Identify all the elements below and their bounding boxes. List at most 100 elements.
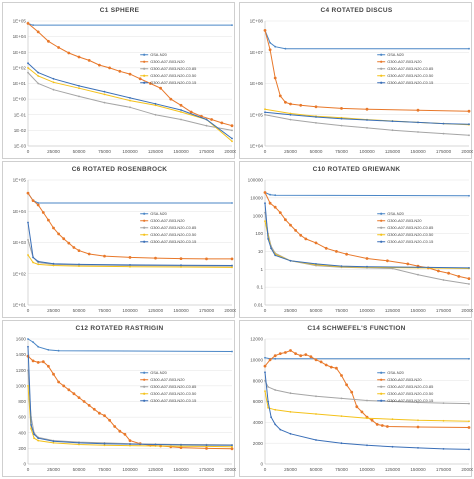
data-point	[129, 97, 131, 99]
y-tick-label: 1E-03	[14, 144, 27, 149]
legend-entry: GSA-N20	[150, 52, 167, 57]
data-point	[304, 237, 308, 241]
data-point	[340, 374, 343, 377]
data-point	[468, 47, 470, 50]
data-point	[279, 428, 282, 431]
data-point	[264, 356, 266, 359]
y-tick-label: 10	[258, 249, 264, 254]
series-line	[27, 346, 233, 446]
x-tick-label: 75000	[98, 308, 111, 313]
x-tick-label: 0	[264, 467, 267, 472]
data-point	[27, 67, 29, 69]
data-point	[340, 397, 343, 400]
y-tick-label: 10000	[250, 195, 263, 200]
data-point	[417, 266, 419, 269]
x-tick-label: 25000	[284, 149, 297, 154]
series-line	[27, 192, 232, 204]
data-point	[32, 341, 34, 343]
data-point	[294, 352, 297, 355]
legend-marker	[143, 212, 146, 215]
legend-marker	[380, 385, 383, 388]
x-tick-label: 25000	[284, 467, 297, 472]
data-point	[180, 445, 182, 448]
legend-marker	[143, 385, 146, 388]
data-point	[231, 266, 233, 269]
data-point	[179, 257, 183, 260]
x-tick-label: 125000	[148, 308, 164, 313]
data-point	[269, 41, 271, 44]
data-point	[52, 77, 55, 80]
data-point	[267, 386, 269, 388]
legend-entry: G300-A07-B03-N20-C0.85	[150, 384, 196, 389]
y-tick-label: 1E-01	[14, 112, 27, 117]
data-point	[37, 260, 40, 263]
y-tick-label: 8000	[253, 378, 264, 383]
series-line	[27, 192, 232, 260]
data-point	[26, 22, 30, 25]
data-point	[264, 220, 266, 222]
series-line	[27, 62, 233, 139]
data-point	[149, 82, 152, 85]
data-point	[340, 124, 343, 127]
legend-entry: GSA-N20	[150, 211, 167, 216]
series-line	[264, 212, 470, 285]
data-point	[447, 271, 450, 275]
x-tick-label: 125000	[385, 467, 401, 472]
data-point	[324, 363, 328, 367]
chart-panel-c4: C4 ROTATED DISCUS 1E+04 1E+05 1E+06 1E+07 1E+…	[239, 2, 473, 159]
data-point	[391, 120, 394, 123]
data-point	[231, 140, 233, 143]
data-point	[366, 265, 368, 268]
data-point	[118, 429, 122, 433]
data-point	[129, 265, 131, 268]
data-point	[103, 101, 106, 104]
data-point	[335, 366, 338, 370]
data-point	[27, 254, 29, 256]
data-point	[386, 425, 389, 428]
data-point	[57, 232, 60, 236]
data-point	[468, 123, 470, 126]
data-point	[267, 400, 269, 403]
legend-marker	[143, 226, 146, 229]
series-line	[264, 30, 469, 50]
data-point	[87, 404, 91, 407]
data-point	[340, 265, 343, 267]
y-tick-label: 1E+05	[13, 178, 27, 183]
y-tick-label: 800	[18, 399, 26, 404]
data-point	[205, 124, 208, 127]
data-point	[62, 237, 66, 241]
data-point	[26, 191, 30, 195]
legend-marker	[143, 378, 146, 381]
data-point	[52, 372, 55, 376]
data-point	[380, 424, 384, 427]
legend-marker	[143, 371, 146, 374]
data-point	[27, 338, 29, 340]
data-point	[315, 439, 317, 441]
data-point	[417, 273, 419, 276]
legend-entry: G300-A07-B03-N20-C0.50	[387, 73, 434, 78]
data-point	[52, 264, 55, 267]
data-point	[468, 357, 470, 360]
data-point	[269, 193, 271, 196]
data-point	[189, 110, 193, 114]
x-tick-label: 100000	[359, 467, 375, 472]
chart-c10-rotated-griewank: C10 ROTATED GRIEWANK 0.01 0.1 1 10 100 1000 100…	[248, 166, 473, 313]
y-tick-label: 100	[255, 231, 263, 236]
data-point	[314, 105, 318, 109]
data-point	[179, 103, 183, 107]
data-point	[264, 390, 266, 392]
data-point	[78, 265, 80, 267]
data-point	[284, 47, 287, 50]
legend-marker	[380, 371, 383, 374]
data-point	[324, 246, 328, 250]
data-point	[289, 259, 292, 262]
data-point	[98, 411, 101, 415]
series-line	[264, 192, 470, 280]
data-point	[231, 202, 233, 204]
data-point	[416, 108, 420, 112]
data-point	[345, 383, 348, 387]
data-point	[340, 117, 343, 120]
data-point	[37, 437, 40, 440]
y-tick-label: 1600	[16, 337, 27, 342]
data-point	[78, 263, 80, 266]
